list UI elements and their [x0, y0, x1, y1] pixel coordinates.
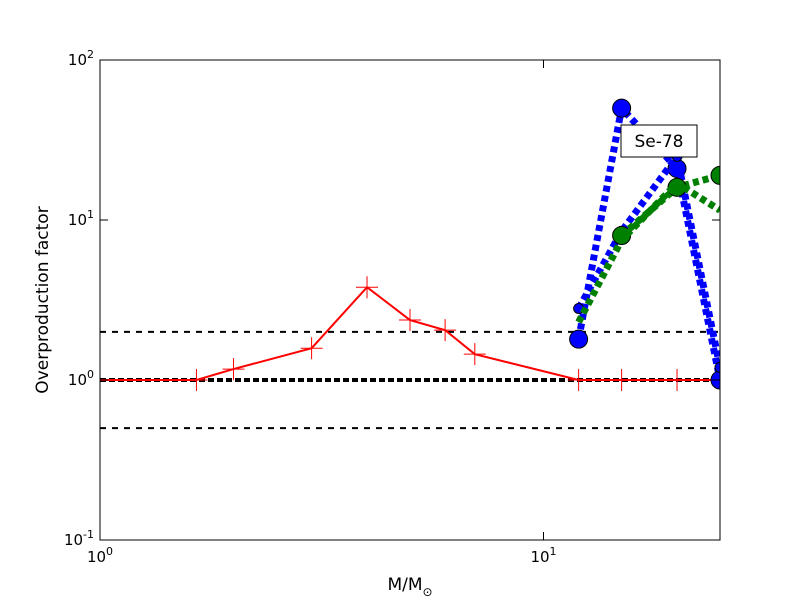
- tick-base: 10: [68, 371, 87, 389]
- marker: [222, 358, 245, 381]
- tick-base: 10: [87, 548, 106, 566]
- marker: [356, 276, 379, 299]
- tick-label: 102: [68, 48, 94, 69]
- marker: [185, 369, 208, 391]
- y-axis-label: Overproduction factor: [33, 206, 53, 393]
- marker: [714, 361, 720, 373]
- annotation: Se-78: [620, 124, 698, 158]
- axes-frame: [99, 59, 721, 541]
- tick-label: 101: [68, 208, 94, 229]
- marker: [300, 337, 323, 360]
- tick-label: 100: [68, 368, 94, 389]
- tick-exponent: 1: [550, 545, 557, 558]
- marker: [567, 369, 590, 391]
- tick-label: 10-1: [64, 528, 94, 549]
- marker: [610, 369, 633, 391]
- marker: [463, 343, 486, 366]
- marker: [434, 319, 457, 342]
- annotation-box: [620, 124, 698, 158]
- tick-exponent: 1: [87, 208, 94, 221]
- x-label-sub: ⊙: [423, 585, 433, 599]
- tick-base: 10: [530, 548, 549, 566]
- tick-base: 10: [68, 51, 87, 69]
- marker: [569, 329, 589, 349]
- tick-exponent: 0: [87, 368, 94, 381]
- series-line: [575, 147, 720, 369]
- tick-exponent: 2: [87, 48, 94, 61]
- marker: [612, 98, 632, 118]
- tick-base: 10: [64, 531, 83, 549]
- marker: [399, 309, 421, 332]
- series-line: [575, 178, 720, 324]
- tick-label: 100: [87, 545, 113, 566]
- marker: [710, 165, 720, 185]
- x-axis-label: M/M⊙: [387, 575, 432, 599]
- annotation-text: Se-78: [634, 132, 683, 152]
- tick-label: 101: [530, 545, 556, 566]
- x-label-main: M/M: [387, 575, 422, 595]
- marker: [666, 369, 689, 391]
- tick-exponent: 0: [106, 545, 113, 558]
- tick-base: 10: [68, 211, 87, 229]
- tick-exponent: -1: [83, 528, 94, 541]
